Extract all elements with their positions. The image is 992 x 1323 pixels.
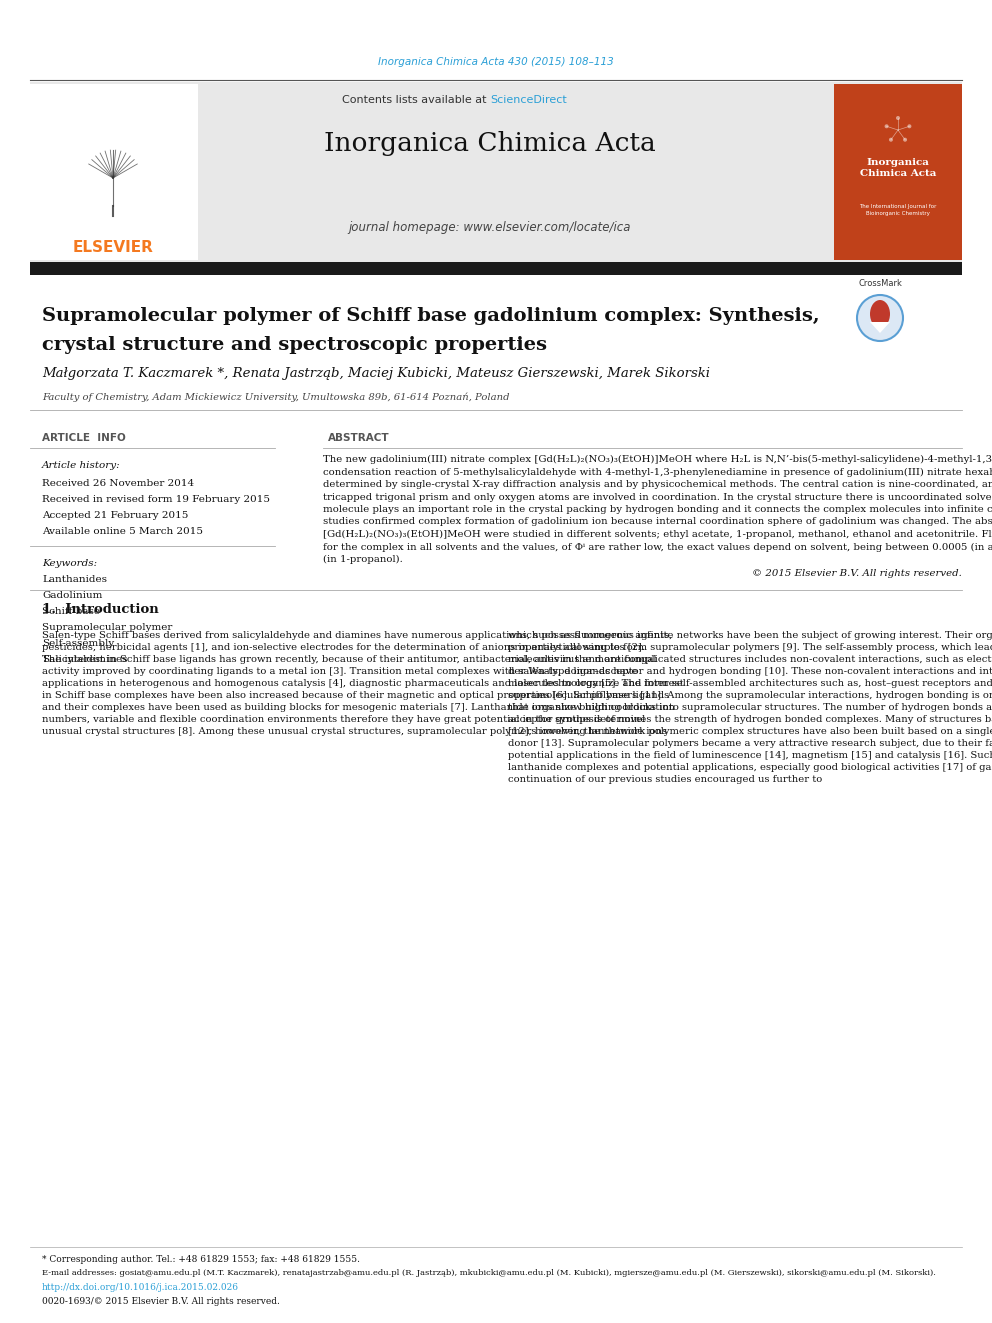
Text: determined by single-crystal X-ray diffraction analysis and by physicochemical m: determined by single-crystal X-ray diffr… (323, 480, 992, 490)
Text: [12], however, the network polymeric complex structures have also been built bas: [12], however, the network polymeric com… (508, 728, 992, 737)
Text: ScienceDirect: ScienceDirect (490, 95, 566, 105)
Text: Małgorzata T. Kaczmarek *, Renata Jastrząb, Maciej Kubicki, Mateusz Gierszewski,: Małgorzata T. Kaczmarek *, Renata Jastrz… (42, 368, 710, 381)
Text: which possess numerous infinite networks have been the subject of growing intere: which possess numerous infinite networks… (508, 631, 992, 640)
Text: (in 1-propanol).: (in 1-propanol). (323, 556, 403, 564)
Text: journal homepage: www.elsevier.com/locate/ica: journal homepage: www.elsevier.com/locat… (349, 221, 631, 234)
Text: Contents lists available at: Contents lists available at (342, 95, 490, 105)
Text: Received 26 November 2014: Received 26 November 2014 (42, 479, 194, 487)
Text: supramolecular polymers [11]. Among the supramolecular interactions, hydrogen bo: supramolecular polymers [11]. Among the … (508, 692, 992, 700)
Text: CrossMark: CrossMark (858, 279, 902, 287)
Text: © 2015 Elsevier B.V. All rights reserved.: © 2015 Elsevier B.V. All rights reserved… (752, 569, 962, 578)
Text: properties allowing to form supramolecular polymers [9]. The self-assembly proce: properties allowing to form supramolecul… (508, 643, 992, 652)
Text: potential applications in the field of luminescence [14], magnetism [15] and cat: potential applications in the field of l… (508, 751, 992, 761)
Text: for the complex in all solvents and the values, of Φⁱ are rather low, the exact : for the complex in all solvents and the … (323, 542, 992, 552)
Text: continuation of our previous studies encouraged us further to: continuation of our previous studies enc… (508, 775, 822, 785)
Text: Gadolinium: Gadolinium (42, 591, 102, 601)
Text: in Schiff base complexes have been also increased because of their magnetic and : in Schiff base complexes have been also … (42, 692, 670, 700)
Text: Inorganica Chimica Acta 430 (2015) 108–113: Inorganica Chimica Acta 430 (2015) 108–1… (378, 57, 614, 67)
Text: unusual crystal structures [8]. Among these unusual crystal structures, supramol: unusual crystal structures [8]. Among th… (42, 728, 667, 737)
Text: E-mail addresses: gosiat@amu.edu.pl (M.T. Kaczmarek), renatajastrzab@amu.edu.pl : E-mail addresses: gosiat@amu.edu.pl (M.T… (42, 1269, 935, 1277)
Text: http://dx.doi.org/10.1016/j.ica.2015.02.026: http://dx.doi.org/10.1016/j.ica.2015.02.… (42, 1283, 239, 1293)
Text: that organize building blocks into supramolecular structures. The number of hydr: that organize building blocks into supra… (508, 704, 992, 713)
Text: lanthanide complexes and potential applications, especially good biological acti: lanthanide complexes and potential appli… (508, 763, 992, 773)
Text: Salen-type Schiff bases derived from salicylaldehyde and diamines have numerous : Salen-type Schiff bases derived from sal… (42, 631, 673, 640)
Text: Lanthanides: Lanthanides (42, 576, 107, 585)
Circle shape (885, 124, 889, 128)
Text: Faculty of Chemistry, Adam Mickiewicz University, Umultowska 89b, 61-614 Poznań,: Faculty of Chemistry, Adam Mickiewicz Un… (42, 392, 510, 402)
Text: The new gadolinium(III) nitrate complex [Gd(H₂L)₂(NO₃)₃(EtOH)]MeOH where H₂L is : The new gadolinium(III) nitrate complex … (323, 455, 992, 464)
Bar (30, 262, 962, 275)
Circle shape (896, 116, 900, 120)
Text: molecules to organize and form self-assembled architectures such as, host–guest : molecules to organize and form self-asse… (508, 680, 992, 688)
Text: studies confirmed complex formation of gadolinium ion because internal coordinat: studies confirmed complex formation of g… (323, 517, 992, 527)
Text: der Waals, donor–acceptor and hydrogen bonding [10]. These non-covalent interact: der Waals, donor–acceptor and hydrogen b… (508, 668, 992, 676)
Circle shape (908, 124, 912, 128)
Text: Article history:: Article history: (42, 462, 121, 471)
Text: molecule plays an important role in the crystal packing by hydrogen bonding and : molecule plays an important role in the … (323, 505, 992, 515)
Text: Supramolecular polymer of Schiff base gadolinium complex: Synthesis,: Supramolecular polymer of Schiff base ga… (42, 307, 819, 325)
Text: ARTICLE  INFO: ARTICLE INFO (42, 433, 126, 443)
Bar (30, 83, 198, 261)
Bar (834, 83, 962, 261)
Text: The International Journal for
Bioinorganic Chemistry: The International Journal for Bioinorgan… (859, 204, 936, 216)
Text: Inorganica
Chimica Acta: Inorganica Chimica Acta (860, 157, 936, 179)
Text: Supramolecular polymer: Supramolecular polymer (42, 623, 173, 632)
Text: pesticides, herbicidal agents [1], and ion-selective electrodes for the determin: pesticides, herbicidal agents [1], and i… (42, 643, 645, 652)
Text: ABSTRACT: ABSTRACT (328, 433, 390, 443)
Text: numbers, variable and flexible coordination environments therefore they have gre: numbers, variable and flexible coordinat… (42, 716, 645, 725)
Text: [Gd(H₂L)₂(NO₃)₃(EtOH)]MeOH were studied in different solvents; ethyl acetate, 1-: [Gd(H₂L)₂(NO₃)₃(EtOH)]MeOH were studied … (323, 531, 992, 540)
Text: The interest in Schiff base ligands has grown recently, because of their antitum: The interest in Schiff base ligands has … (42, 655, 657, 664)
Circle shape (889, 138, 893, 142)
Text: ELSEVIER: ELSEVIER (72, 239, 154, 254)
Text: donor [13]. Supramolecular polymers became a very attractive research subject, d: donor [13]. Supramolecular polymers beca… (508, 740, 992, 749)
Text: and their complexes have been used as building blocks for mesogenic materials [7: and their complexes have been used as bu… (42, 704, 675, 713)
Text: 1.  Introduction: 1. Introduction (42, 603, 159, 617)
Polygon shape (870, 321, 890, 333)
Text: * Corresponding author. Tel.: +48 61829 1553; fax: +48 61829 1555.: * Corresponding author. Tel.: +48 61829 … (42, 1254, 360, 1263)
Text: Salicylaldimines: Salicylaldimines (42, 655, 128, 664)
Text: crystal structure and spectroscopic properties: crystal structure and spectroscopic prop… (42, 336, 547, 355)
Circle shape (903, 138, 907, 142)
Circle shape (857, 295, 903, 341)
Text: Accepted 21 February 2015: Accepted 21 February 2015 (42, 511, 188, 520)
Text: Inorganica Chimica Acta: Inorganica Chimica Acta (324, 131, 656, 156)
Text: 0020-1693/© 2015 Elsevier B.V. All rights reserved.: 0020-1693/© 2015 Elsevier B.V. All right… (42, 1298, 280, 1307)
Text: Schiff base: Schiff base (42, 607, 100, 617)
Text: activity improved by coordinating ligands to a metal ion [3]. Transition metal c: activity improved by coordinating ligand… (42, 668, 638, 676)
Text: Received in revised form 19 February 2015: Received in revised form 19 February 201… (42, 495, 270, 504)
Text: Self-assembly: Self-assembly (42, 639, 114, 648)
Bar (30, 82, 962, 262)
Text: applications in heterogenous and homogenous catalysis [4], diagnostic pharmaceut: applications in heterogenous and homogen… (42, 680, 683, 688)
Text: condensation reaction of 5-methylsalicylaldehyde with 4-methyl-1,3-phenylenediam: condensation reaction of 5-methylsalicyl… (323, 467, 992, 476)
Text: molecules in the more complicated structures includes non-covalent interactions,: molecules in the more complicated struct… (508, 655, 992, 664)
Text: Keywords:: Keywords: (42, 558, 97, 568)
Text: acceptor groups determines the strength of hydrogen bonded complexes. Many of st: acceptor groups determines the strength … (508, 716, 992, 725)
Ellipse shape (870, 300, 890, 328)
Text: Available online 5 March 2015: Available online 5 March 2015 (42, 527, 203, 536)
Text: tricapped trigonal prism and only oxygen atoms are involved in coordination. In : tricapped trigonal prism and only oxygen… (323, 492, 992, 501)
